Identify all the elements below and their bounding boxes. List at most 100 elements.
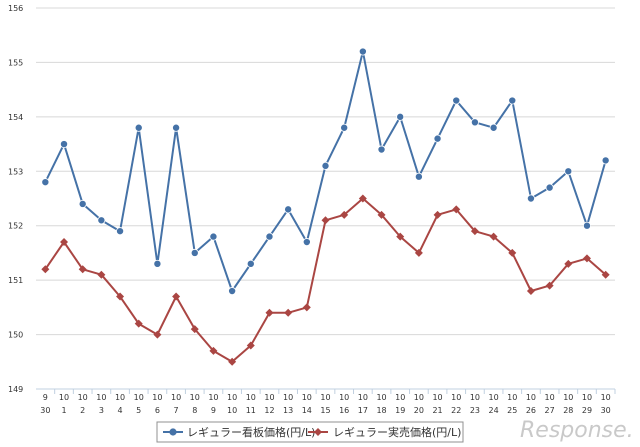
x-tick-label-day: 1 — [61, 406, 66, 415]
data-point — [508, 96, 517, 105]
y-tick-label: 152 — [8, 222, 23, 231]
data-point — [601, 270, 610, 279]
x-tick-label-day: 28 — [563, 406, 573, 415]
x-tick-label-month: 10 — [78, 393, 88, 402]
x-tick-label-day: 16 — [339, 406, 349, 415]
y-tick-label: 154 — [8, 113, 23, 122]
data-point — [302, 303, 311, 312]
data-point — [153, 259, 162, 268]
data-point — [209, 232, 218, 241]
x-tick-label-day: 15 — [320, 406, 330, 415]
data-point — [97, 216, 106, 225]
x-tick-label-day: 2 — [80, 406, 85, 415]
x-tick-label-month: 10 — [96, 393, 106, 402]
x-tick-label-day: 20 — [414, 406, 424, 415]
x-tick-label-month: 10 — [395, 393, 405, 402]
x-tick-label-month: 10 — [152, 393, 162, 402]
data-point — [582, 221, 591, 230]
x-tick-label-month: 10 — [302, 393, 312, 402]
data-point — [209, 346, 218, 355]
x-tick-label-month: 10 — [227, 393, 237, 402]
x-tick-label-month: 10 — [246, 393, 256, 402]
x-tick-label-month: 10 — [526, 393, 536, 402]
x-tick-label-day: 5 — [136, 406, 141, 415]
x-tick-label-month: 10 — [264, 393, 274, 402]
x-tick-label-month: 10 — [470, 393, 480, 402]
data-point — [358, 194, 367, 203]
x-tick-label-month: 10 — [115, 393, 125, 402]
y-tick-label: 150 — [8, 331, 23, 340]
y-axis: 149 150 151 152 153 154 155 156 — [8, 4, 23, 394]
data-point — [228, 287, 237, 296]
legend-marker — [314, 428, 322, 436]
grid-lines — [36, 7, 615, 390]
data-point — [489, 123, 498, 132]
data-point — [41, 265, 50, 274]
x-tick-label-day: 9 — [211, 406, 216, 415]
x-tick-label-day: 22 — [451, 406, 461, 415]
x-tick-label-month: 10 — [171, 393, 181, 402]
x-tick-label-month: 10 — [414, 393, 424, 402]
x-tick-label-day: 13 — [283, 406, 293, 415]
data-point — [470, 118, 479, 127]
x-tick-label-day: 6 — [155, 406, 160, 415]
data-point — [153, 330, 162, 339]
data-point — [564, 167, 573, 176]
data-point — [377, 145, 386, 154]
x-tick-label-day: 17 — [358, 406, 368, 415]
data-point — [60, 238, 69, 247]
x-tick-label-month: 10 — [190, 393, 200, 402]
x-tick-label-day: 21 — [432, 406, 442, 415]
data-point — [190, 325, 199, 334]
x-tick-label-month: 10 — [339, 393, 349, 402]
data-point — [489, 232, 498, 241]
data-point — [396, 112, 405, 121]
x-tick-label-day: 30 — [601, 406, 611, 415]
x-tick-label-day: 8 — [192, 406, 197, 415]
data-point — [452, 205, 461, 214]
x-tick-label-day: 14 — [302, 406, 312, 415]
x-tick-label-month: 10 — [507, 393, 517, 402]
data-point — [265, 232, 274, 241]
data-point — [414, 172, 423, 181]
x-tick-label-day: 19 — [395, 406, 405, 415]
data-point — [545, 281, 554, 290]
data-point — [172, 292, 181, 301]
legend-marker — [169, 428, 177, 436]
y-tick-label: 153 — [8, 167, 23, 176]
x-tick-label-month: 10 — [432, 393, 442, 402]
x-tick-label-day: 10 — [227, 406, 237, 415]
x-tick-label-day: 18 — [376, 406, 386, 415]
x-tick-label-month: 9 — [43, 393, 48, 402]
data-point — [78, 265, 87, 274]
x-tick-label-month: 10 — [134, 393, 144, 402]
x-tick-label-day: 3 — [99, 406, 104, 415]
data-point — [377, 210, 386, 219]
data-point — [340, 210, 349, 219]
x-tick-label-month: 10 — [451, 393, 461, 402]
x-tick-label-month: 10 — [358, 393, 368, 402]
data-point — [452, 96, 461, 105]
x-tick-label-day: 7 — [174, 406, 179, 415]
data-point — [41, 178, 50, 187]
data-point — [116, 227, 125, 236]
data-point — [545, 183, 554, 192]
x-tick-label-month: 10 — [582, 393, 592, 402]
legend-label: レギュラー看板価格(円/L) — [187, 425, 315, 439]
data-point — [526, 194, 535, 203]
x-tick-label-month: 10 — [59, 393, 69, 402]
x-tick-label-day: 26 — [526, 406, 536, 415]
data-point — [302, 238, 311, 247]
x-tick-label-day: 11 — [246, 406, 256, 415]
data-point — [340, 123, 349, 132]
y-tick-label: 156 — [8, 4, 23, 13]
data-point — [433, 210, 442, 219]
data-point — [582, 254, 591, 263]
x-tick-label-month: 10 — [320, 393, 330, 402]
x-tick-label-day: 27 — [545, 406, 555, 415]
data-point — [508, 248, 517, 257]
x-tick-label-day: 29 — [582, 406, 592, 415]
data-point — [172, 123, 181, 132]
data-point — [433, 134, 442, 143]
